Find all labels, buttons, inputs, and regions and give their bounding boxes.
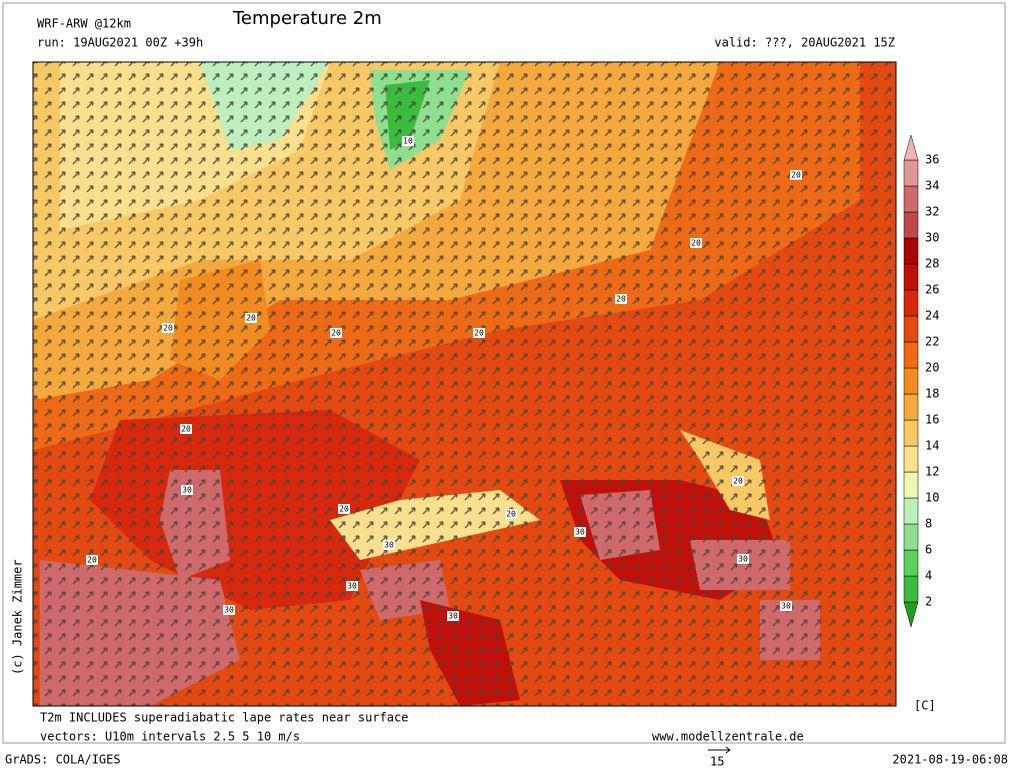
contour-label: 20 [339, 505, 349, 514]
contour-label-box [346, 581, 358, 591]
contour-label-box [245, 313, 257, 323]
contour-label-box [737, 554, 749, 564]
colorbar-label: 30 [925, 231, 939, 245]
colorbar-label: 22 [925, 335, 939, 349]
title: Temperature 2m [232, 8, 382, 29]
colorbar-segment [903, 393, 919, 421]
model-label: WRF-ARW @12km [37, 17, 131, 31]
valid-label: valid: ???, 20AUG2021 15Z [714, 36, 895, 50]
contour-label-box [383, 540, 395, 550]
contour-label-box [330, 328, 342, 338]
colorbar-label: 8 [925, 517, 932, 531]
contour-label: 20 [246, 314, 256, 323]
website: www.modellzentrale.de [652, 730, 804, 744]
colorbar-label: 16 [925, 413, 939, 427]
colorbar-label: 36 [925, 153, 939, 167]
colorbar-label: 34 [925, 179, 939, 193]
contour-label: 30 [182, 486, 192, 495]
contour-label: 20 [474, 329, 484, 338]
contour-label: 20 [331, 329, 341, 338]
contour-label-box [505, 509, 517, 519]
unit-label: [C] [914, 699, 936, 713]
contour-label: 30 [224, 606, 234, 615]
vector-note: vectors: U10m intervals 2.5 5 10 m/s [40, 730, 300, 744]
contour-label: 20 [163, 324, 173, 333]
colorbar-label: 4 [925, 569, 932, 583]
colorbar-segment [903, 367, 919, 395]
note: T2m INCLUDES superadiabatic lape rates n… [40, 711, 408, 725]
contour-label-box [181, 485, 193, 495]
colorbar-segment [903, 523, 919, 551]
credit: (c) Janek Zimmer [11, 559, 25, 675]
contour-label: 20 [733, 477, 743, 486]
contour-label: 30 [448, 612, 458, 621]
colorbar-label: 12 [925, 465, 939, 479]
colorbar-segment [903, 471, 919, 499]
contour-label-box [615, 294, 627, 304]
colorbar-label: 26 [925, 283, 939, 297]
ref-vector: 15 [710, 755, 724, 768]
contour-label-box [447, 611, 459, 621]
contour-label: 20 [181, 425, 191, 434]
map: 10 20 20 20 20 20 20 20 20 20 20 20 20 30 30 30 30 30 30 30… [33, 62, 896, 706]
contour-label-box [790, 170, 802, 180]
contour-label: 20 [506, 510, 516, 519]
colorbar-segment [903, 211, 919, 239]
grads-label: GrADS: COLA/IGES [5, 753, 121, 767]
contour-label: 10 [403, 137, 413, 146]
colorbar-label: 28 [925, 257, 939, 271]
contour-label: 30 [347, 582, 357, 591]
contour-label-box [402, 136, 414, 146]
timestamp: 2021-08-19-06:08 [892, 753, 1008, 767]
contour-label: 30 [575, 528, 585, 537]
contour-label-box [690, 238, 702, 248]
contour-label-box [223, 605, 235, 615]
contour-label-box [180, 424, 192, 434]
contour-label: 20 [691, 239, 701, 248]
contour-label: 20 [87, 556, 97, 565]
contour-label-box [338, 504, 350, 514]
colorbar-segment [903, 419, 919, 447]
colorbar-segment [903, 263, 919, 291]
colorbar-segment [903, 185, 919, 213]
contour-label-box [162, 323, 174, 333]
contour-label: 20 [616, 295, 626, 304]
ref-arrow [708, 746, 731, 754]
colorbar-label: 10 [925, 491, 939, 505]
contour-label: 30 [781, 602, 791, 611]
colorbar-segment [903, 497, 919, 525]
colorbar-label: 24 [925, 309, 939, 323]
colorbar-segment [903, 549, 919, 577]
frame [2, 2, 1006, 744]
colorbar-segment [903, 341, 919, 369]
colorbar-segment [903, 601, 919, 628]
run-label: run: 19AUG2021 00Z +39h [37, 36, 203, 50]
map-border [32, 61, 897, 707]
colorbar-segment [903, 289, 919, 317]
contour-label-box [780, 601, 792, 611]
colorbar-label: 32 [925, 205, 939, 219]
colorbar-label: 6 [925, 543, 932, 557]
contour-label-box [732, 476, 744, 486]
colorbar-label: 20 [925, 361, 939, 375]
colorbar-label: 18 [925, 387, 939, 401]
contour-label: 30 [738, 555, 748, 564]
colorbar-segment [903, 134, 919, 161]
colorbar-segment [903, 237, 919, 265]
contour-label-box [473, 328, 485, 338]
colorbar-label: 2 [925, 595, 932, 609]
colorbar-label: 14 [925, 439, 939, 453]
contour-label: 30 [384, 541, 394, 550]
colorbar-segment [903, 315, 919, 343]
colorbar-segment [903, 575, 919, 603]
contour-label: 20 [791, 171, 801, 180]
contour-label-box [86, 555, 98, 565]
colorbar-segment [903, 159, 919, 187]
contour-label-box [574, 527, 586, 537]
colorbar-segment [903, 445, 919, 473]
